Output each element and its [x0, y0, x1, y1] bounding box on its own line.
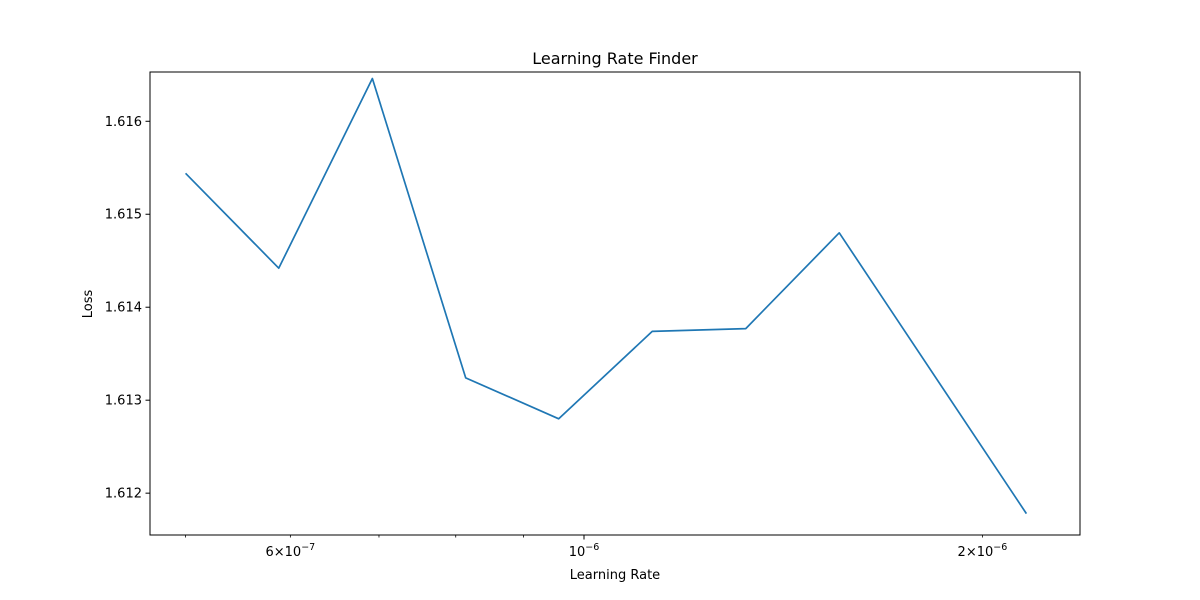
plot-frame: [149, 71, 1081, 536]
y-tick-label: 1.615: [105, 208, 142, 223]
plot-area: 1.612 1.613 1.614 1.615 1.616 6×10−7 2×10−6 10−…: [105, 71, 1081, 560]
y-tick-label: 1.613: [105, 394, 142, 409]
x-tick-label: 10−6: [569, 542, 600, 560]
y-tick-label: 1.614: [105, 301, 142, 316]
x-axis-label: Learning Rate: [570, 568, 660, 583]
y-tick-label: 1.612: [105, 487, 142, 502]
x-tick-label: 6×10−7: [266, 542, 316, 560]
y-tick-label: 1.616: [105, 115, 142, 130]
chart-title: Learning Rate Finder: [532, 49, 698, 68]
x-tick-label: 2×10−6: [958, 542, 1008, 560]
loss-series-line: [184, 77, 1028, 515]
y-axis-label: Loss: [81, 290, 96, 319]
